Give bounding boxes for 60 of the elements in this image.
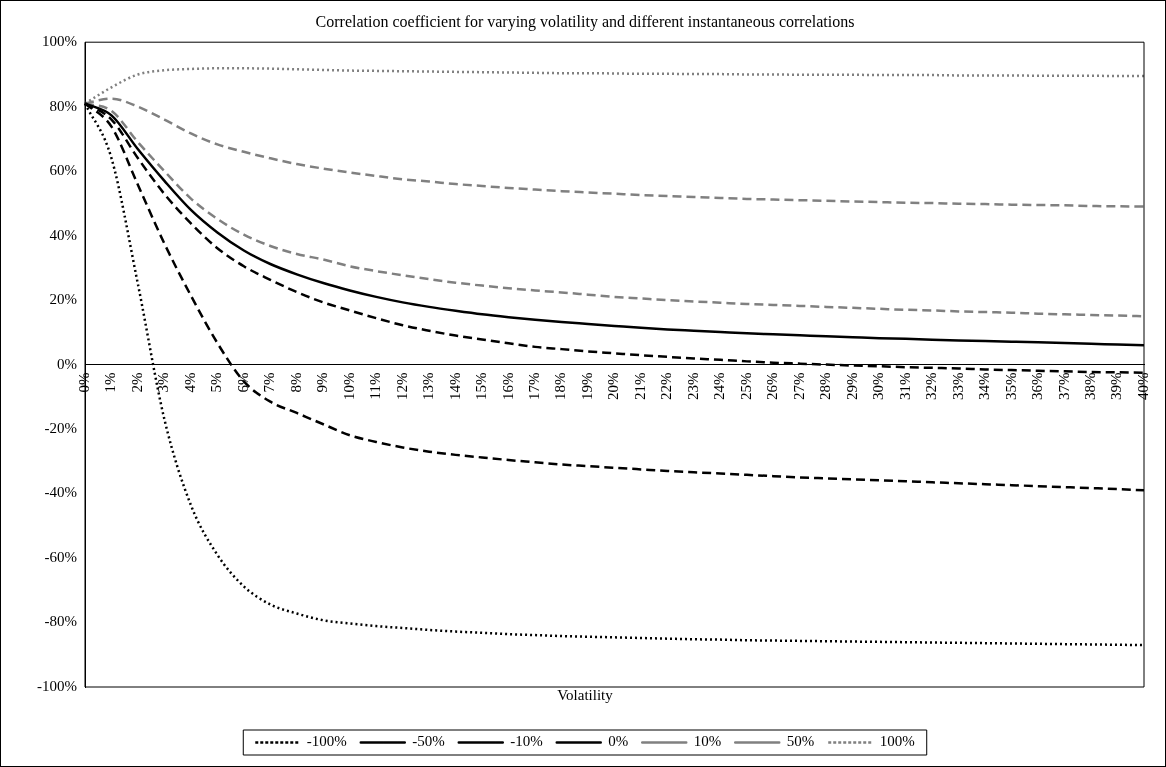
- x-tick-label: 5%: [208, 372, 225, 393]
- x-tick-label: 24%: [711, 372, 728, 401]
- x-tick-label: 1%: [102, 372, 119, 393]
- x-tick-label: 26%: [764, 372, 781, 401]
- x-tick-label: 29%: [843, 372, 860, 401]
- x-tick-label: 10%: [340, 372, 357, 401]
- x-tick-label: 9%: [314, 372, 331, 393]
- y-tick-label: -20%: [44, 420, 77, 437]
- x-tick-label: 38%: [1081, 372, 1098, 401]
- x-tick-label: 22%: [658, 372, 675, 401]
- y-tick-label: -80%: [44, 613, 77, 630]
- x-tick-label: 25%: [737, 372, 754, 401]
- legend-label: 0%: [608, 733, 629, 750]
- x-tick-label: 14%: [446, 372, 463, 401]
- x-tick-label: 35%: [1002, 372, 1019, 401]
- legend-label: 10%: [693, 733, 722, 750]
- x-tick-label: 33%: [949, 372, 966, 401]
- x-tick-label: 6%: [234, 372, 251, 393]
- y-tick-label: -60%: [44, 548, 77, 565]
- x-tick-label: 27%: [790, 372, 807, 401]
- x-axis-title: Volatility: [557, 687, 614, 704]
- x-tick-label: 7%: [261, 372, 278, 393]
- legend-label: -50%: [412, 733, 445, 750]
- x-tick-label: 20%: [605, 372, 622, 401]
- legend-label: 50%: [786, 733, 815, 750]
- x-tick-label: 4%: [181, 372, 198, 393]
- chart-title: Correlation coefficient for varying volatility and different instantaneous correlations: [315, 12, 855, 31]
- y-tick-label: 100%: [42, 33, 77, 50]
- x-tick-label: 34%: [976, 372, 993, 401]
- x-tick-label: 39%: [1108, 372, 1125, 401]
- x-tick-label: 16%: [499, 372, 516, 401]
- x-tick-label: 30%: [870, 372, 887, 401]
- x-tick-label: 3%: [155, 372, 172, 393]
- x-tick-label: 8%: [287, 372, 304, 393]
- x-tick-label: 2%: [128, 372, 145, 393]
- x-tick-label: 21%: [631, 372, 648, 401]
- y-tick-label: -40%: [44, 484, 77, 501]
- x-tick-label: 12%: [393, 372, 410, 401]
- y-tick-label: 0%: [57, 355, 77, 372]
- y-tick-label: 60%: [49, 162, 77, 179]
- x-tick-label: 17%: [526, 372, 543, 401]
- x-tick-label: 32%: [923, 372, 940, 401]
- x-tick-label: 18%: [552, 372, 569, 401]
- x-tick-label: 40%: [1134, 372, 1151, 401]
- legend-label: 100%: [879, 733, 915, 750]
- x-tick-label: 13%: [420, 372, 437, 401]
- x-tick-label: 31%: [896, 372, 913, 401]
- y-tick-label: 40%: [49, 226, 77, 243]
- legend-label: -10%: [510, 733, 543, 750]
- x-tick-label: 36%: [1029, 372, 1046, 401]
- x-tick-label: 37%: [1055, 372, 1072, 401]
- x-tick-label: 28%: [817, 372, 834, 401]
- legend-label: -100%: [306, 733, 347, 750]
- x-tick-label: 19%: [578, 372, 595, 401]
- y-tick-label: 80%: [49, 97, 77, 114]
- y-tick-label: 20%: [49, 291, 77, 308]
- y-tick-label: -100%: [37, 677, 77, 694]
- x-tick-label: 11%: [367, 372, 384, 400]
- x-tick-label: 23%: [684, 372, 701, 401]
- x-tick-label: 15%: [473, 372, 490, 401]
